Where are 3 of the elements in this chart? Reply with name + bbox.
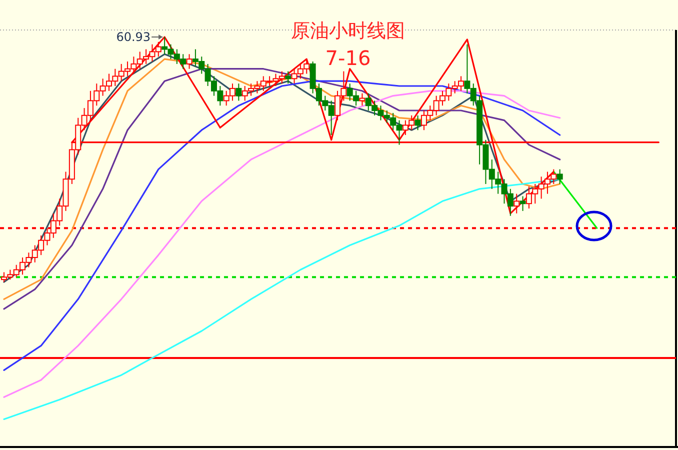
text: 7-16 [325, 46, 371, 70]
chart-title: 原油小时线图 [291, 20, 405, 42]
annotation: 60.93 [116, 30, 151, 44]
